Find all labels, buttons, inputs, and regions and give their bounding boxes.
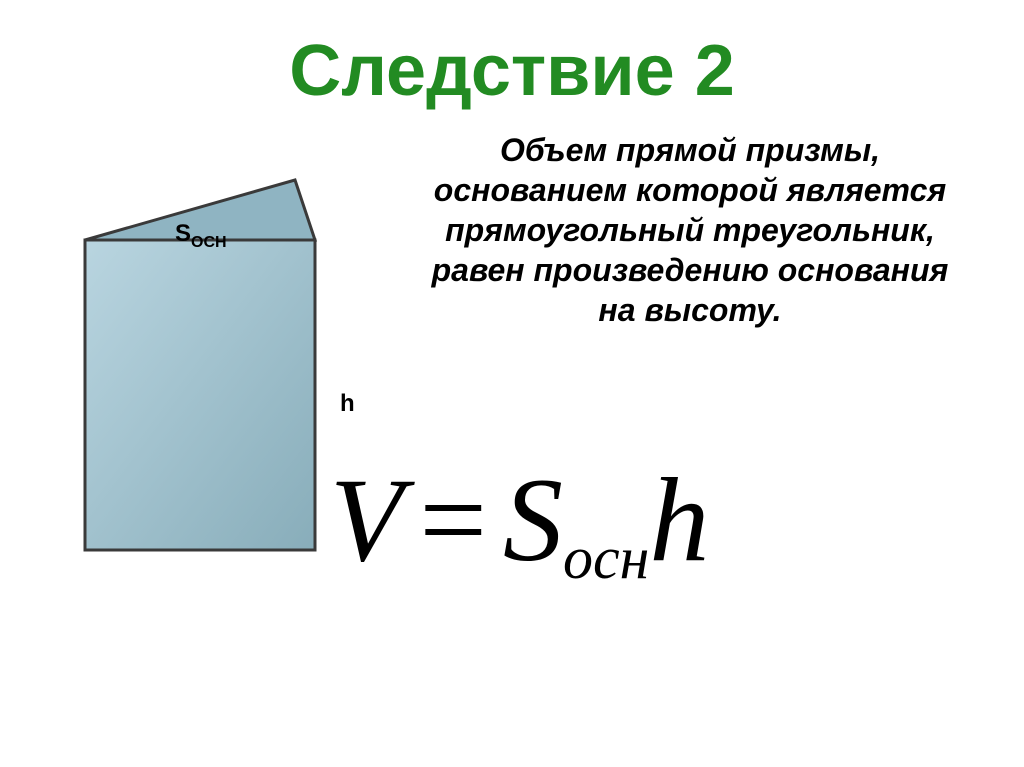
s-subscript: ОСН	[191, 234, 227, 251]
formula-equals: =	[403, 453, 503, 586]
corollary-statement: Объем прямой призмы, основанием которой …	[410, 130, 970, 330]
formula-h: h	[649, 453, 709, 586]
formula-v: V	[330, 453, 403, 586]
h-height-label: h	[340, 390, 355, 418]
s-base-label: SОСН	[175, 220, 227, 252]
prism-svg	[55, 150, 355, 570]
prism-diagram: SОСН h	[55, 150, 355, 570]
slide-title: Следствие 2	[0, 32, 1024, 111]
front-face	[85, 240, 315, 550]
s-letter: S	[175, 220, 191, 247]
volume-formula: V=Sоснh	[330, 460, 980, 580]
formula-s-sub: осн	[563, 525, 649, 591]
formula-s: S	[503, 453, 563, 586]
slide: Следствие 2 Объем прямой призмы, основан…	[0, 0, 1024, 767]
